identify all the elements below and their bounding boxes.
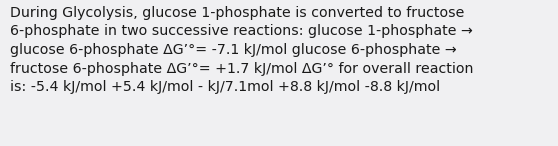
Text: During Glycolysis, glucose 1-phosphate is converted to fructose
6-phosphate in t: During Glycolysis, glucose 1-phosphate i… [10, 6, 474, 94]
